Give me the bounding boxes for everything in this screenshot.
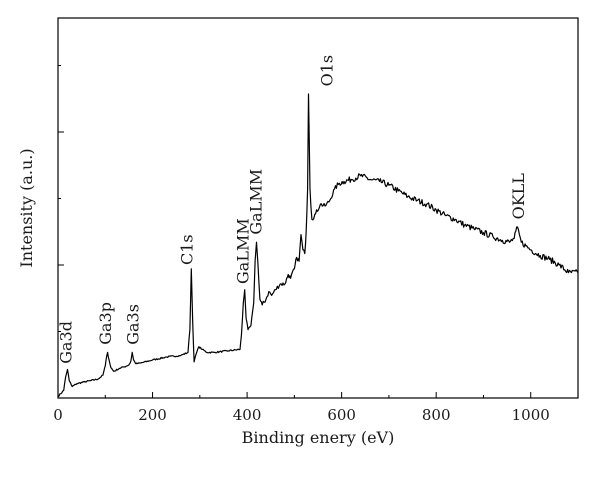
y-axis-label: Intensity (a.u.) <box>17 148 36 267</box>
x-tick-label: 0 <box>53 406 63 424</box>
plot-border <box>57 17 579 399</box>
peak-label-ga3d: Ga3d <box>57 321 76 364</box>
peak-label-okll: OKLL <box>509 173 528 220</box>
x-axis-label: Binding enery (eV) <box>242 428 395 447</box>
spectrum-line <box>57 93 579 398</box>
peak-label-c1s: C1s <box>178 234 197 265</box>
peak-label-o1s: O1s <box>318 55 337 87</box>
x-tick-label: 200 <box>138 406 167 424</box>
series-layer <box>57 93 579 398</box>
x-axis-ticks: 0 200 400 600 800 1000 <box>53 392 550 424</box>
peak-label-ga3p: Ga3p <box>96 302 115 345</box>
peak-label-galmm: GaLMM <box>247 169 266 235</box>
peak-label-ga3s: Ga3s <box>124 304 143 345</box>
x-tick-label: 1000 <box>512 406 550 424</box>
peak-label-galmm: GaLMM <box>233 218 252 284</box>
x-tick-label: 800 <box>422 406 451 424</box>
x-tick-label: 400 <box>233 406 262 424</box>
x-tick-label: 600 <box>327 406 356 424</box>
plot-frame <box>57 17 579 399</box>
y-axis-ticks <box>58 65 64 399</box>
